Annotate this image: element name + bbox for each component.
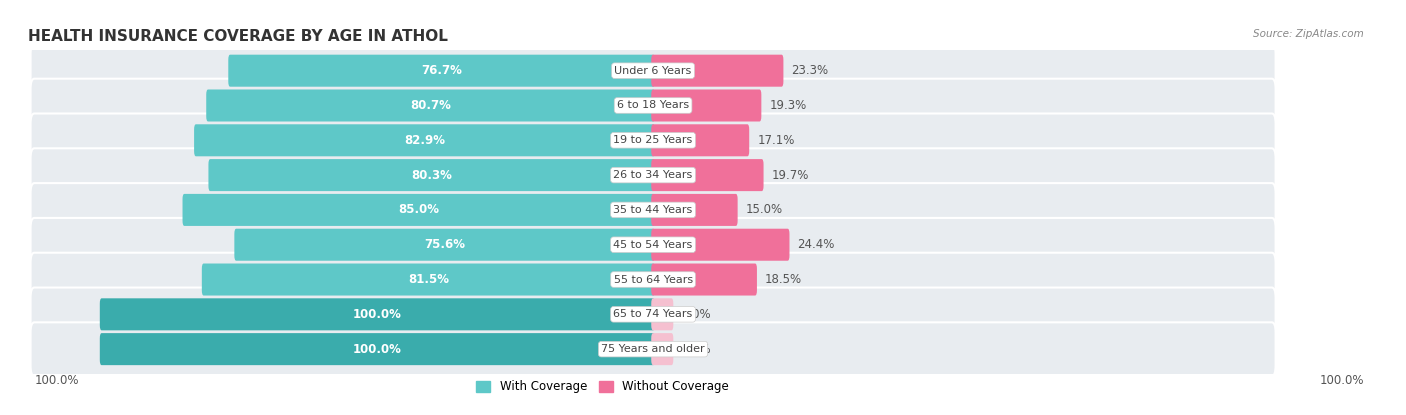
Text: 80.7%: 80.7% <box>411 99 451 112</box>
FancyBboxPatch shape <box>31 183 1275 237</box>
Text: Source: ZipAtlas.com: Source: ZipAtlas.com <box>1253 29 1364 39</box>
FancyBboxPatch shape <box>31 288 1275 341</box>
Text: 76.7%: 76.7% <box>422 64 463 77</box>
FancyBboxPatch shape <box>202 264 655 295</box>
Text: 81.5%: 81.5% <box>408 273 449 286</box>
FancyBboxPatch shape <box>651 124 749 156</box>
FancyBboxPatch shape <box>31 148 1275 202</box>
FancyBboxPatch shape <box>100 333 655 365</box>
FancyBboxPatch shape <box>183 194 655 226</box>
FancyBboxPatch shape <box>100 298 655 330</box>
Legend: With Coverage, Without Coverage: With Coverage, Without Coverage <box>475 381 730 393</box>
Text: 26 to 34 Years: 26 to 34 Years <box>613 170 693 180</box>
Text: 18.5%: 18.5% <box>765 273 801 286</box>
Text: 35 to 44 Years: 35 to 44 Years <box>613 205 693 215</box>
Text: HEALTH INSURANCE COVERAGE BY AGE IN ATHOL: HEALTH INSURANCE COVERAGE BY AGE IN ATHO… <box>28 29 449 44</box>
Text: 19 to 25 Years: 19 to 25 Years <box>613 135 693 145</box>
FancyBboxPatch shape <box>651 333 673 365</box>
FancyBboxPatch shape <box>31 44 1275 98</box>
FancyBboxPatch shape <box>31 113 1275 167</box>
Text: 75 Years and older: 75 Years and older <box>602 344 704 354</box>
FancyBboxPatch shape <box>651 229 790 261</box>
FancyBboxPatch shape <box>208 159 655 191</box>
Text: Under 6 Years: Under 6 Years <box>614 66 692 76</box>
Text: 19.3%: 19.3% <box>769 99 807 112</box>
FancyBboxPatch shape <box>651 90 761 122</box>
Text: 15.0%: 15.0% <box>745 203 783 216</box>
Text: 45 to 54 Years: 45 to 54 Years <box>613 240 693 250</box>
Text: 0.0%: 0.0% <box>682 343 711 356</box>
Text: 100.0%: 100.0% <box>1319 374 1364 387</box>
FancyBboxPatch shape <box>31 79 1275 132</box>
Text: 75.6%: 75.6% <box>425 238 465 251</box>
Text: 24.4%: 24.4% <box>797 238 835 251</box>
FancyBboxPatch shape <box>194 124 655 156</box>
FancyBboxPatch shape <box>651 55 783 87</box>
Text: 55 to 64 Years: 55 to 64 Years <box>613 275 693 285</box>
Text: 85.0%: 85.0% <box>398 203 439 216</box>
Text: 82.9%: 82.9% <box>404 134 446 147</box>
FancyBboxPatch shape <box>31 322 1275 376</box>
FancyBboxPatch shape <box>651 264 756 295</box>
FancyBboxPatch shape <box>651 194 738 226</box>
FancyBboxPatch shape <box>651 159 763 191</box>
Text: 80.3%: 80.3% <box>411 168 453 182</box>
Text: 100.0%: 100.0% <box>353 308 402 321</box>
FancyBboxPatch shape <box>31 253 1275 306</box>
Text: 19.7%: 19.7% <box>772 168 808 182</box>
FancyBboxPatch shape <box>651 298 673 330</box>
Text: 65 to 74 Years: 65 to 74 Years <box>613 309 693 319</box>
Text: 0.0%: 0.0% <box>682 308 711 321</box>
Text: 23.3%: 23.3% <box>792 64 828 77</box>
Text: 6 to 18 Years: 6 to 18 Years <box>617 100 689 110</box>
Text: 100.0%: 100.0% <box>34 374 79 387</box>
Text: 100.0%: 100.0% <box>353 343 402 356</box>
FancyBboxPatch shape <box>31 218 1275 271</box>
FancyBboxPatch shape <box>207 90 655 122</box>
FancyBboxPatch shape <box>228 55 655 87</box>
FancyBboxPatch shape <box>235 229 655 261</box>
Text: 17.1%: 17.1% <box>758 134 794 147</box>
